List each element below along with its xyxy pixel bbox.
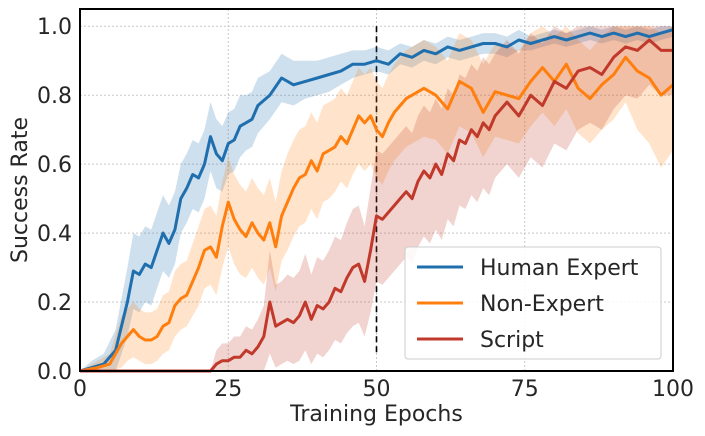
series-lines xyxy=(79,28,674,373)
legend-box xyxy=(404,246,662,360)
legend: Human Expert Non-Expert Script xyxy=(404,246,662,360)
series-line-1 xyxy=(79,55,674,373)
y-tick-label: 0.8 xyxy=(37,84,72,109)
x-tick-label: 75 xyxy=(511,377,539,402)
x-tick-label: 100 xyxy=(652,377,694,402)
series-line-2 xyxy=(80,38,673,373)
y-axis-label: Success Rate xyxy=(8,117,33,263)
y-tick-label: 0.2 xyxy=(37,291,72,316)
series-line-0 xyxy=(79,28,674,373)
x-tick-label: 0 xyxy=(73,377,87,402)
series-band-0 xyxy=(80,26,673,371)
legend-label: Non-Expert xyxy=(480,292,604,317)
x-axis-label: Training Epochs xyxy=(289,402,463,427)
x-tick-label: 25 xyxy=(214,377,242,402)
y-tick-label: 0.0 xyxy=(37,360,72,385)
confidence-bands xyxy=(80,26,673,371)
plot-area-frame xyxy=(79,8,674,372)
y-tick-label: 0.4 xyxy=(37,222,72,247)
legend-label: Script xyxy=(480,328,544,353)
legend-label: Human Expert xyxy=(480,256,639,281)
x-tick-label: 50 xyxy=(363,377,391,402)
axis-ticks: 0 25 50 75 100 0.0 0.2 0.4 0.6 0.8 1.0 xyxy=(37,15,694,402)
y-tick-label: 0.6 xyxy=(37,153,72,178)
series-band-1 xyxy=(80,26,673,371)
y-tick-label: 1.0 xyxy=(37,15,72,40)
series-band-2 xyxy=(80,26,673,371)
